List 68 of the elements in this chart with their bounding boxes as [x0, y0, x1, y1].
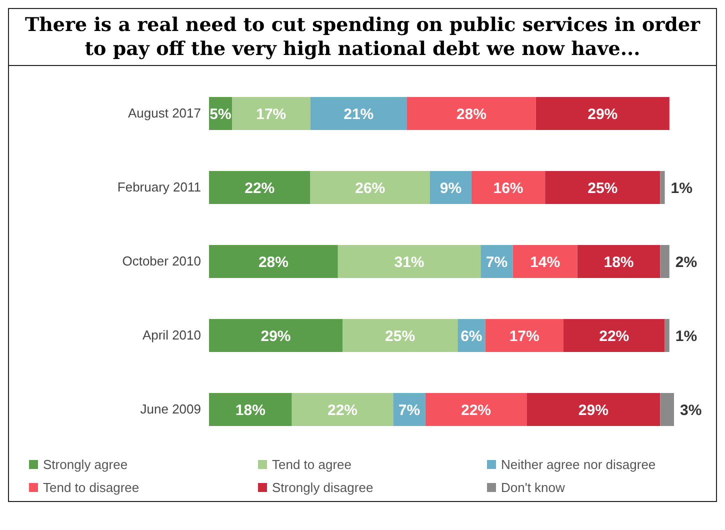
data-label: 29% — [260, 328, 291, 345]
legend-label: Tend to agree — [271, 457, 353, 472]
bar — [430, 171, 472, 204]
data-label: 22% — [461, 402, 492, 419]
bar — [471, 171, 546, 204]
y-tick-label: June 2009 — [140, 402, 201, 417]
bar — [209, 319, 343, 352]
data-label: 22% — [599, 328, 630, 345]
data-label: 21% — [344, 106, 374, 123]
data-label: 9% — [440, 180, 462, 197]
data-label: 16% — [493, 180, 524, 197]
data-label: 14% — [530, 254, 560, 271]
legend-label: Strongly disagree — [271, 480, 374, 495]
y-tick-label: February 2011 — [117, 180, 201, 195]
bar — [664, 319, 670, 352]
bar — [292, 393, 394, 426]
legend-label: Don't know — [500, 480, 566, 495]
y-tick-label: April 2010 — [142, 328, 201, 343]
data-label: 5% — [210, 106, 232, 123]
y-tick-label: October 2010 — [122, 254, 201, 269]
bar — [209, 393, 292, 426]
bar — [425, 393, 527, 426]
legend-label: Tend to disagree — [42, 480, 140, 495]
data-label: 28% — [456, 106, 486, 123]
bar — [232, 97, 310, 130]
chart-title: There is a real need to cut spending on public services in order to pay off the very high national debt we now have... — [9, 9, 716, 66]
data-label: 7% — [486, 254, 508, 271]
data-label: 6% — [460, 328, 482, 345]
bar — [310, 97, 407, 130]
bar — [485, 319, 564, 352]
data-label: 26% — [355, 180, 386, 197]
y-tick-label: August 2017 — [128, 106, 201, 121]
bar — [406, 97, 536, 130]
bar — [338, 245, 481, 278]
bar — [545, 171, 660, 204]
data-label: 28% — [258, 254, 288, 271]
bar — [660, 393, 674, 426]
bar — [577, 245, 660, 278]
bar — [209, 171, 310, 204]
bar — [480, 245, 513, 278]
data-label: 7% — [398, 402, 420, 419]
data-label: 25% — [588, 180, 618, 197]
legend-label: Neither agree nor disagree — [500, 457, 657, 472]
bar — [393, 393, 426, 426]
bar — [209, 245, 338, 278]
data-label: 18% — [235, 402, 266, 419]
bar — [512, 245, 578, 278]
bar — [660, 171, 665, 204]
legend-label: Strongly agree — [42, 457, 129, 472]
bar — [342, 319, 458, 352]
data-label: 3% — [680, 402, 702, 419]
bar — [564, 319, 665, 352]
data-label: 29% — [588, 106, 618, 123]
data-label: 18% — [604, 254, 634, 271]
bar — [536, 97, 670, 130]
data-label: 31% — [394, 254, 424, 271]
data-label: 2% — [675, 254, 698, 271]
data-label: 17% — [256, 106, 286, 123]
data-label: 29% — [578, 402, 608, 419]
data-label: 25% — [385, 328, 416, 345]
data-label: 1% — [675, 328, 698, 345]
bar — [310, 171, 430, 204]
data-label: 1% — [670, 180, 692, 197]
data-label: 22% — [328, 402, 358, 419]
bar — [526, 393, 660, 426]
data-label: 22% — [244, 180, 275, 197]
data-label: 17% — [509, 328, 540, 345]
bar — [660, 245, 670, 278]
